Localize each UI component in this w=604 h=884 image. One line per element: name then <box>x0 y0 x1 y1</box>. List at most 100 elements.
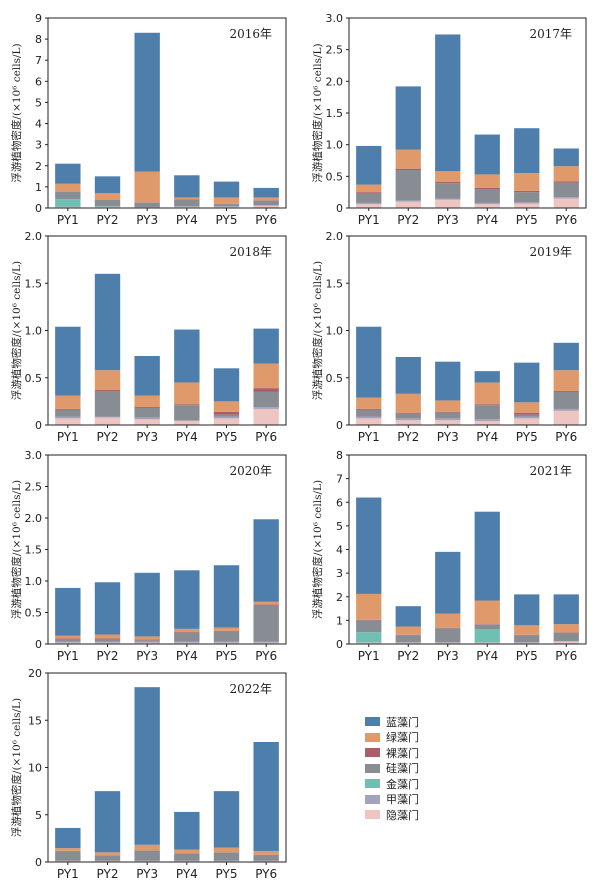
legend-label: 金藻门 <box>386 777 419 791</box>
bar-segment <box>55 183 81 192</box>
x-tick-label: PY4 <box>176 649 198 663</box>
bar-segment <box>253 408 279 425</box>
bar-segment <box>435 613 461 628</box>
bar-segment <box>474 642 500 644</box>
y-tick-label: 2.0 <box>326 75 344 88</box>
bar-segment <box>55 638 81 639</box>
y-axis-label: 浮游植物密度/(×10⁶ cells/L) <box>311 480 324 619</box>
bar-segment <box>395 149 421 169</box>
x-tick-label: PY3 <box>437 430 459 444</box>
bar-segment <box>514 203 540 208</box>
bar-segment <box>356 204 382 208</box>
bar-segment <box>213 411 240 415</box>
bar-segment <box>435 628 461 643</box>
bar-segment <box>395 168 421 170</box>
legend-label: 绿藻门 <box>386 731 419 745</box>
bar-segment <box>435 400 461 412</box>
y-tick-label: 5 <box>336 520 343 533</box>
bar-segment <box>213 401 240 412</box>
bar-segment <box>356 409 382 417</box>
bar-segment <box>55 409 81 417</box>
bar-segment <box>356 397 382 409</box>
x-tick-label: PY2 <box>97 867 119 881</box>
bar-segment <box>213 847 240 853</box>
bar-segment <box>134 171 160 203</box>
bar-segment <box>474 624 500 630</box>
legend-label: 硅藻门 <box>386 762 419 776</box>
bar-segment <box>395 418 421 421</box>
bar-segment <box>213 368 240 402</box>
bar-segment <box>55 851 81 861</box>
y-tick-label: 20 <box>28 667 42 680</box>
legend-label: 蓝藻门 <box>386 715 419 729</box>
bar-segment <box>174 197 200 200</box>
bar-segment <box>514 594 540 626</box>
y-tick-label: 2.5 <box>25 481 43 494</box>
bar-segment <box>253 187 279 198</box>
bar-segment <box>253 601 279 605</box>
bar-segment <box>514 418 540 425</box>
bar-segment <box>94 206 121 208</box>
bar-segment <box>213 565 240 628</box>
bar-segment <box>553 181 579 183</box>
y-axis-label: 浮游植物密度/(×10⁶ cells/L) <box>10 698 23 837</box>
legend-item: 裸藻门 <box>365 745 419 761</box>
legend-swatch <box>365 717 380 727</box>
bar-segment <box>474 511 500 601</box>
panel-title: 2019年 <box>529 245 572 259</box>
bar-segment <box>174 420 200 422</box>
y-tick-label: 3 <box>336 567 343 580</box>
x-tick-label: PY4 <box>176 430 198 444</box>
bar-segment <box>435 182 461 184</box>
bar-segment <box>514 173 540 191</box>
y-tick-label: 6 <box>35 75 42 88</box>
bar-segment <box>213 627 240 631</box>
bar-segment <box>474 404 500 406</box>
bar-segment <box>213 204 240 207</box>
bar-segment <box>94 642 121 644</box>
bar-segment <box>435 411 461 413</box>
bar-segment <box>474 202 500 205</box>
bar-segment <box>94 634 121 639</box>
x-tick-label: PY6 <box>255 649 277 663</box>
bar-segment <box>253 519 279 602</box>
bar-segment <box>134 32 160 172</box>
bar-segment <box>134 572 160 637</box>
bar-segment <box>395 393 421 413</box>
bar-segment <box>213 181 240 198</box>
bar-segment <box>253 850 279 855</box>
x-tick-label: PY3 <box>437 213 459 227</box>
bar-segment <box>553 148 579 167</box>
bar-segment <box>134 636 160 640</box>
y-tick-label: 0 <box>336 419 343 432</box>
x-tick-label: PY2 <box>97 649 119 663</box>
bar-segment <box>55 827 81 849</box>
legend: 蓝藻门 绿藻门 裸藻门 硅藻门 金藻门 甲藻门 隐藻门 <box>365 714 419 823</box>
bar-segment <box>356 620 382 633</box>
bar-segment <box>395 420 421 425</box>
bar-segment <box>474 204 500 208</box>
bar-segment <box>435 551 461 614</box>
bar-segment <box>514 412 540 415</box>
chart-panel: PY1 PY2 PY3 PY4 PY5 PY6 0 5 10 15 20 2022年浮游植物密度/(×… <box>10 667 287 881</box>
bar-segment <box>356 642 382 644</box>
bar-segment <box>514 635 540 643</box>
x-tick-label: PY5 <box>516 213 538 227</box>
y-tick-label: 1.5 <box>326 107 344 120</box>
bar-segment <box>55 408 81 410</box>
bar-segment <box>553 182 579 198</box>
plot-frame <box>348 454 587 645</box>
x-tick-label: PY5 <box>216 649 238 663</box>
bar-segment <box>435 642 461 644</box>
bar-segment <box>55 191 81 200</box>
bar-segment <box>134 687 160 845</box>
x-tick-label: PY6 <box>555 430 577 444</box>
legend-swatch <box>365 810 380 820</box>
x-tick-label: PY5 <box>216 430 238 444</box>
bar-segment <box>356 184 382 193</box>
bar-segment <box>213 416 240 419</box>
bar-segment <box>474 629 500 643</box>
y-tick-label: 1.5 <box>25 277 43 290</box>
x-tick-label: PY5 <box>216 867 238 881</box>
bar-segment <box>253 854 279 861</box>
